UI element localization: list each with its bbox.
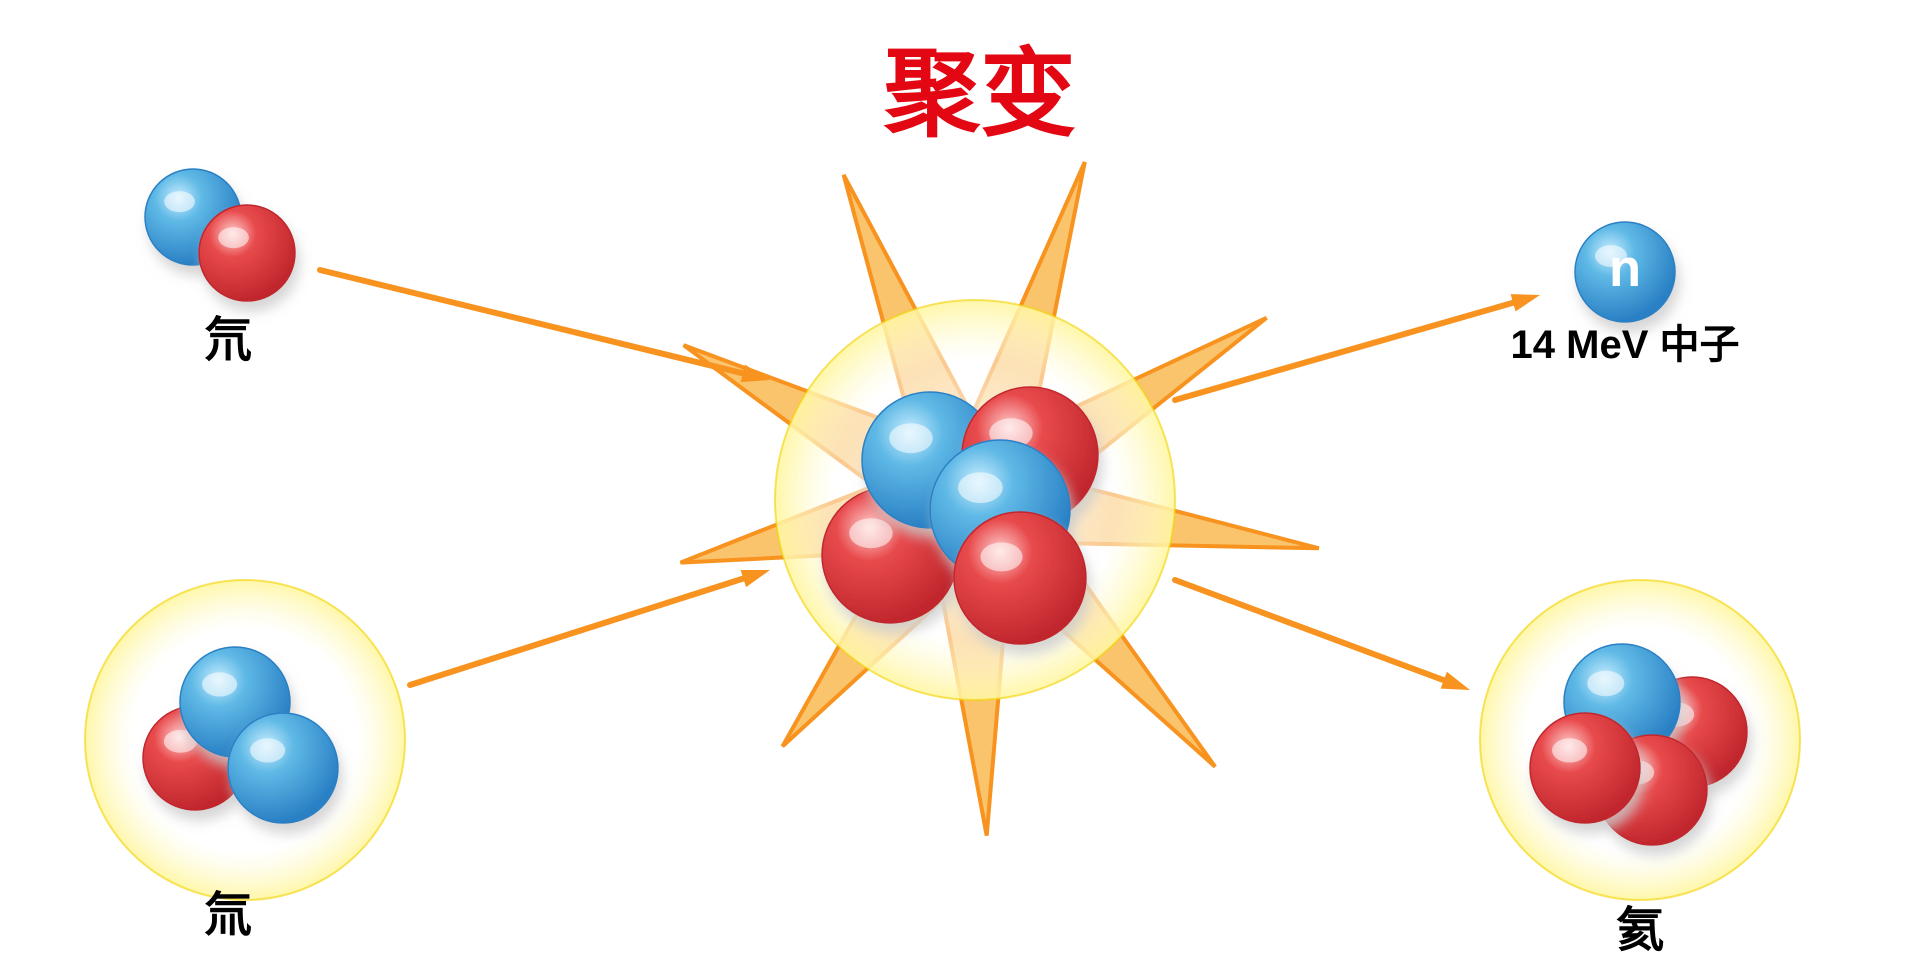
helium-proton-3 bbox=[1530, 713, 1640, 823]
halo-layer bbox=[85, 300, 1800, 900]
arrowhead-neutron-out bbox=[1511, 294, 1540, 311]
center-proton-4 bbox=[954, 512, 1086, 644]
arrow-helium-out bbox=[1175, 580, 1444, 680]
label-neutron-energy: 14 MeV 中子 bbox=[1511, 312, 1740, 370]
title-fusion: 聚变 bbox=[884, 16, 1076, 155]
deuterium-proton-1 bbox=[199, 205, 295, 301]
label-deuterium: 氘 bbox=[204, 300, 252, 370]
neutron-letter: n bbox=[1609, 239, 1641, 298]
arrowhead-deuterium-in bbox=[741, 365, 770, 382]
fusion-diagram: n 聚变 氘 氚 14 MeV 中子 氦 bbox=[0, 0, 1920, 972]
arrowhead-helium-out bbox=[1441, 672, 1470, 690]
tritium-neutron-2 bbox=[228, 713, 338, 823]
neutron_out-neutron-0: n bbox=[1575, 222, 1675, 322]
arrow-deuterium-in bbox=[320, 270, 743, 373]
arrow-tritium-in bbox=[410, 579, 743, 685]
label-tritium: 氚 bbox=[204, 875, 252, 945]
arrowhead-tritium-in bbox=[741, 570, 770, 587]
label-helium: 氦 bbox=[1616, 890, 1664, 960]
